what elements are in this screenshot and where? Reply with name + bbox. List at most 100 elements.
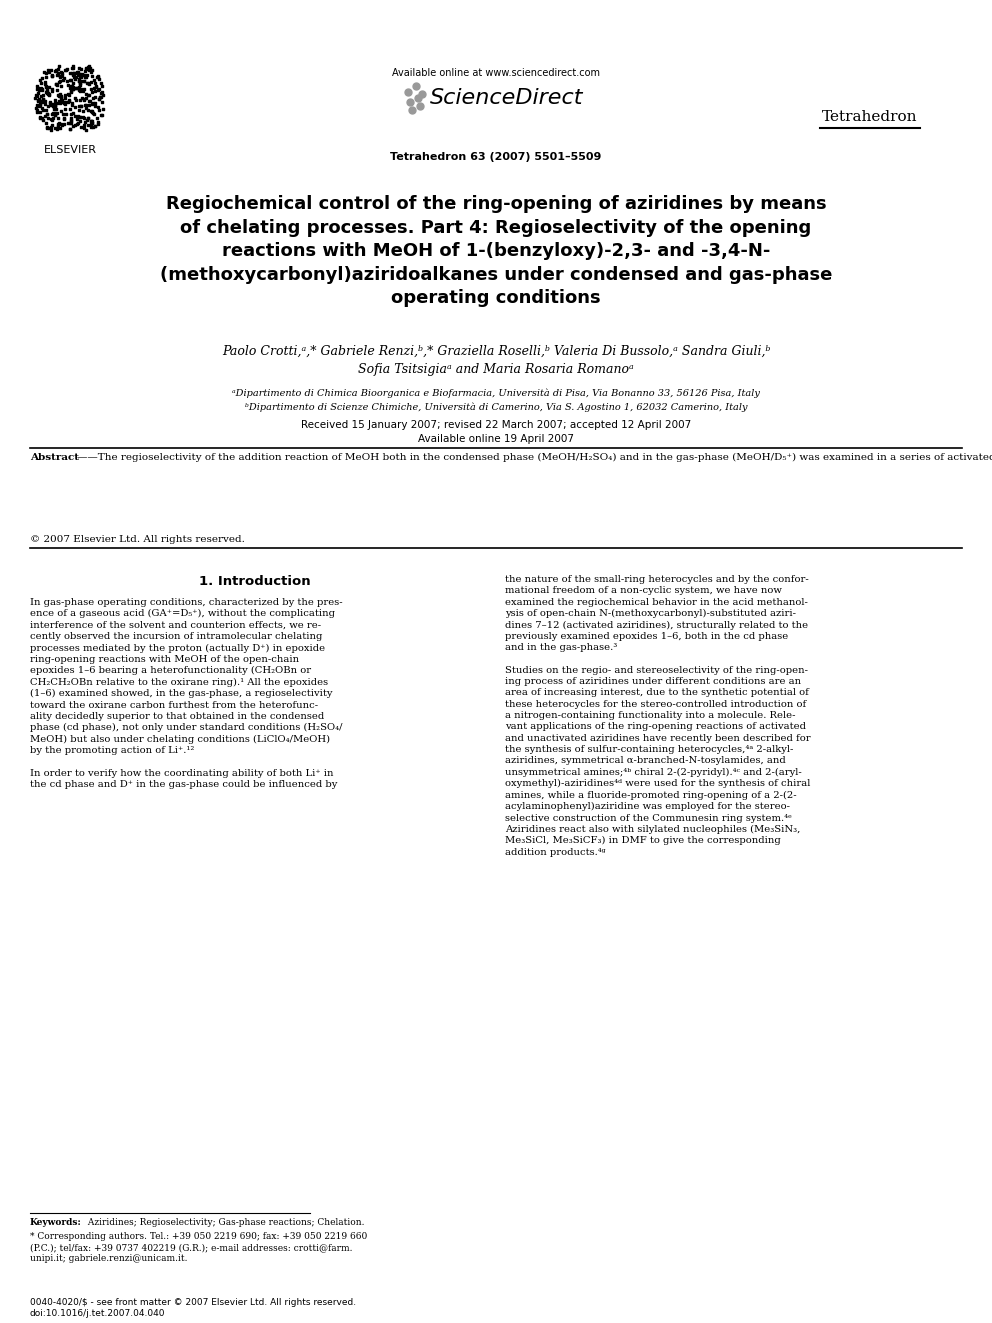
- Point: [50, 79, 65, 101]
- Point: [85, 116, 101, 138]
- Point: [70, 95, 86, 116]
- Point: [73, 70, 89, 91]
- Point: [69, 106, 85, 127]
- Point: [67, 106, 83, 127]
- Point: [63, 110, 79, 131]
- Point: [44, 110, 60, 131]
- Point: [40, 118, 56, 139]
- Point: [40, 95, 56, 116]
- Point: [34, 91, 50, 112]
- Text: Received 15 January 2007; revised 22 March 2007; accepted 12 April 2007: Received 15 January 2007; revised 22 Mar…: [301, 419, 691, 430]
- Point: [83, 116, 99, 138]
- Point: [86, 87, 102, 108]
- Point: [40, 107, 56, 128]
- Point: [57, 60, 72, 81]
- Point: [72, 95, 88, 116]
- Point: [71, 77, 87, 98]
- Point: [40, 83, 56, 105]
- Text: Abstract: Abstract: [30, 452, 79, 462]
- Point: [51, 90, 66, 111]
- Point: [63, 94, 79, 115]
- Point: [78, 66, 94, 87]
- Point: [93, 105, 109, 126]
- Point: [57, 67, 72, 89]
- Point: [76, 65, 92, 86]
- Point: [40, 83, 56, 105]
- Point: [60, 91, 75, 112]
- Point: [62, 77, 77, 98]
- Text: Available online 19 April 2007: Available online 19 April 2007: [418, 434, 574, 445]
- Point: [42, 91, 58, 112]
- Point: [71, 79, 87, 101]
- Point: [48, 60, 63, 81]
- Point: [32, 107, 48, 128]
- Point: [47, 89, 62, 110]
- Point: [86, 69, 102, 90]
- Point: [50, 103, 65, 124]
- Point: [45, 94, 61, 115]
- Point: [43, 93, 59, 114]
- Point: [40, 60, 56, 81]
- Point: [51, 112, 66, 134]
- Point: [64, 65, 80, 86]
- Point: [49, 93, 64, 114]
- Point: [83, 79, 99, 101]
- Point: [62, 119, 77, 140]
- Point: [81, 57, 97, 78]
- Point: [64, 77, 80, 98]
- Point: [52, 93, 67, 114]
- Point: [82, 90, 98, 111]
- Point: [30, 79, 46, 101]
- Point: [69, 108, 85, 130]
- Point: [63, 103, 79, 124]
- Text: © 2007 Elsevier Ltd. All rights reserved.: © 2007 Elsevier Ltd. All rights reserved…: [30, 534, 245, 544]
- Text: ELSEVIER: ELSEVIER: [44, 146, 96, 155]
- Point: [48, 105, 63, 126]
- Point: [49, 119, 64, 140]
- Point: [62, 89, 77, 110]
- Point: [83, 111, 99, 132]
- Point: [66, 62, 82, 83]
- Point: [30, 90, 46, 111]
- Point: [39, 66, 55, 87]
- Point: [76, 70, 92, 91]
- Point: [41, 61, 57, 82]
- Point: [90, 99, 106, 120]
- Point: [75, 70, 91, 91]
- Point: [71, 73, 87, 94]
- Point: [43, 116, 59, 138]
- Point: [79, 73, 95, 94]
- Text: the nature of the small-ring heterocycles and by the confor-
mational freedom of: the nature of the small-ring heterocycle…: [505, 576, 810, 857]
- Point: [54, 114, 69, 135]
- Point: [83, 112, 99, 134]
- Point: [65, 79, 81, 101]
- Point: [62, 69, 77, 90]
- Point: [52, 65, 67, 86]
- Point: [49, 98, 64, 119]
- Point: [50, 62, 65, 83]
- Point: [37, 73, 53, 94]
- Point: [48, 103, 63, 124]
- Text: ᵇDipartimento di Scienze Chimiche, Università di Camerino, Via S. Agostino 1, 62: ᵇDipartimento di Scienze Chimiche, Unive…: [245, 402, 747, 411]
- Point: [58, 91, 73, 112]
- Point: [30, 90, 46, 111]
- Point: [83, 66, 99, 87]
- Point: [77, 111, 93, 132]
- Point: [94, 105, 110, 126]
- Text: 1. Introduction: 1. Introduction: [199, 576, 310, 587]
- Point: [41, 77, 57, 98]
- Point: [55, 70, 70, 91]
- Point: [89, 107, 105, 128]
- Point: [75, 64, 91, 85]
- Point: [88, 75, 104, 97]
- Point: [68, 89, 84, 110]
- Point: [47, 105, 62, 126]
- Point: [83, 101, 99, 122]
- Point: [69, 106, 85, 127]
- Point: [29, 95, 45, 116]
- Point: [65, 115, 81, 136]
- Point: [78, 119, 94, 140]
- Point: [75, 115, 91, 136]
- Point: [46, 95, 62, 116]
- Point: [53, 86, 68, 107]
